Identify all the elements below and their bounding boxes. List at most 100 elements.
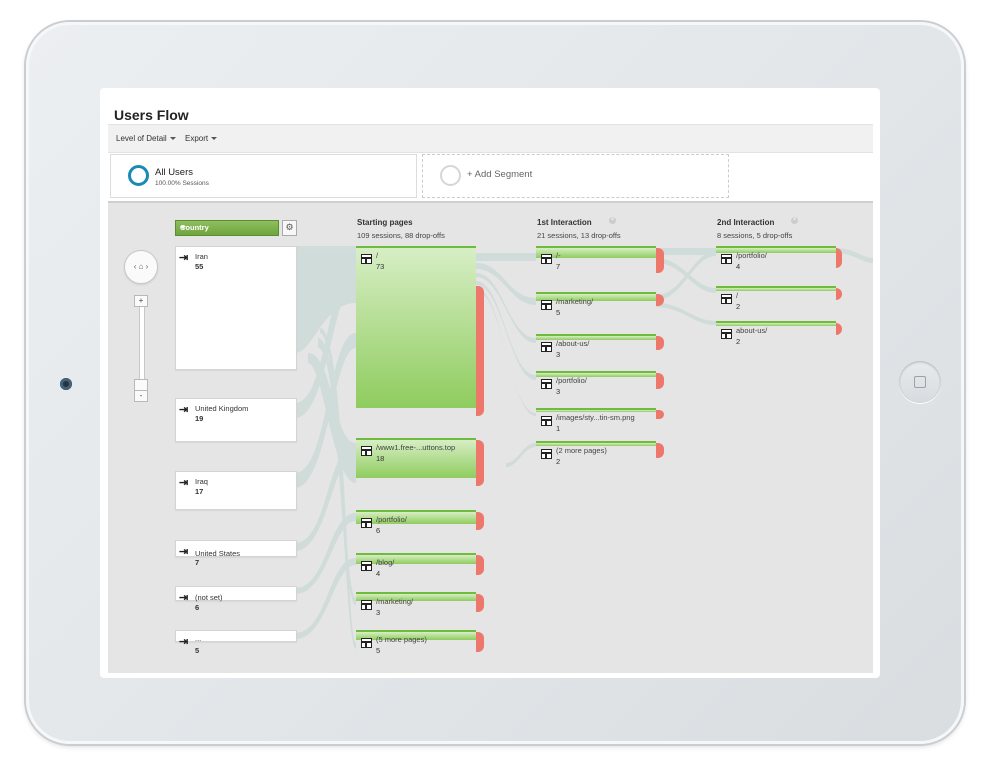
node-value: 73 xyxy=(376,262,385,271)
country-node[interactable]: ⇥ Iran 55 xyxy=(175,246,297,370)
node-label: /portfolio/ xyxy=(556,376,587,385)
segment-ring-icon xyxy=(128,165,149,186)
node-value: 1 xyxy=(556,424,561,433)
flow-link xyxy=(295,558,356,639)
node-label: / xyxy=(736,291,739,300)
node-value: 3 xyxy=(376,608,381,617)
zoom-slider-track[interactable] xyxy=(139,299,145,391)
flow-link xyxy=(506,443,536,467)
country-value: 6 xyxy=(195,603,200,612)
dimension-select-label: Country xyxy=(180,223,209,232)
page-icon xyxy=(361,446,372,456)
page-title: Users Flow xyxy=(114,107,189,123)
users-flow-canvas[interactable]: ‹ ⌂ › + - Country ⚙ Starting pages 109 s… xyxy=(108,201,873,673)
flow-link xyxy=(295,263,356,418)
flow-link xyxy=(656,251,716,300)
drop-off-bar xyxy=(476,594,484,612)
zoom-out-button[interactable]: - xyxy=(134,390,148,402)
close-icon[interactable]: × xyxy=(791,217,798,224)
camera-icon xyxy=(60,378,72,390)
entry-arrow-icon: ⇥ xyxy=(179,636,189,648)
page-icon xyxy=(361,254,372,264)
flow-link xyxy=(476,263,536,305)
flow-link xyxy=(476,253,536,261)
dimension-select[interactable]: Country xyxy=(175,220,279,236)
node-label: / xyxy=(376,251,379,260)
pan-home-control[interactable]: ‹ ⌂ › xyxy=(124,250,158,284)
country-node[interactable]: ⇥ ... 5 xyxy=(175,630,297,655)
flow-link xyxy=(656,248,716,255)
node-value: 6 xyxy=(376,526,381,535)
node-value: 2 xyxy=(736,337,741,346)
page-icon xyxy=(541,416,552,426)
country-node[interactable]: ⇥ (not set) 6 xyxy=(175,586,297,612)
drop-off-bar xyxy=(836,248,842,268)
node-label: (2 more pages) xyxy=(556,446,607,455)
country-value: 55 xyxy=(195,262,204,271)
node-value: 7 xyxy=(556,262,561,271)
node-label: /marketing/ xyxy=(376,597,414,606)
node-value: 3 xyxy=(556,350,561,359)
entry-arrow-icon: ⇥ xyxy=(179,592,189,604)
flow-link xyxy=(320,328,356,649)
page-icon xyxy=(541,379,552,389)
flow-link xyxy=(476,281,536,380)
segment-all-users[interactable]: All Users 100.00% Sessions xyxy=(110,154,417,198)
entry-arrow-icon: ⇥ xyxy=(179,477,189,489)
country-node[interactable]: ⇥ United States 7 xyxy=(175,540,297,567)
country-value: 17 xyxy=(195,487,204,496)
entry-arrow-icon: ⇥ xyxy=(179,546,189,558)
chevron-down-icon xyxy=(211,137,218,141)
node-label: /portfolio/ xyxy=(736,251,767,260)
close-icon[interactable]: × xyxy=(609,217,616,224)
export-dropdown[interactable]: Export xyxy=(185,134,218,143)
drop-off-bar xyxy=(656,443,664,458)
segment-sessions: 100.00% Sessions xyxy=(155,180,209,187)
first-interaction-summary: 21 sessions, 13 drop-offs xyxy=(537,231,621,240)
node-value: 4 xyxy=(736,262,741,271)
second-interaction-summary: 8 sessions, 5 drop-offs xyxy=(717,231,793,240)
segment-name: All Users xyxy=(155,167,194,178)
country-node[interactable]: ⇥ United Kingdom 19 xyxy=(175,398,297,442)
screen: Users Flow Level of Detail Export All Us… xyxy=(100,88,880,678)
flow-link xyxy=(476,273,536,343)
drop-off-bar xyxy=(836,288,842,300)
node-label: /images/sty...tin-sm.png xyxy=(556,413,635,422)
starting-pages-title: Starting pages xyxy=(357,218,413,227)
drop-off-bar xyxy=(656,373,664,389)
flow-link xyxy=(295,513,356,594)
level-of-detail-dropdown[interactable]: Level of Detail xyxy=(116,134,176,143)
node-value: 5 xyxy=(376,646,381,655)
country-node[interactable]: ⇥ Iraq 17 xyxy=(175,471,297,510)
page-icon xyxy=(721,329,732,339)
segment-ring-icon xyxy=(440,165,461,186)
home-button[interactable] xyxy=(899,361,941,403)
node-label: /about-us/ xyxy=(556,339,590,348)
drop-off-bar xyxy=(476,440,484,486)
drop-off-bar xyxy=(836,323,842,335)
node-value: 18 xyxy=(376,454,385,463)
chevron-down-icon xyxy=(169,137,176,141)
add-segment-button[interactable]: + Add Segment xyxy=(422,154,729,198)
toolbar: Level of Detail Export xyxy=(108,124,873,153)
country-value: 19 xyxy=(195,414,204,423)
node-value: 3 xyxy=(556,387,561,396)
country-value: 7 xyxy=(195,558,200,567)
node-label: (5 more pages) xyxy=(376,635,427,644)
country-label: ... xyxy=(195,634,202,643)
country-label: Iraq xyxy=(195,477,208,486)
page-icon xyxy=(541,254,552,264)
drop-off-bar xyxy=(476,286,484,416)
gear-icon[interactable]: ⚙ xyxy=(282,220,297,236)
drop-off-bar xyxy=(476,632,484,652)
add-segment-label: + Add Segment xyxy=(467,169,533,180)
node-value: 4 xyxy=(376,569,381,578)
page-icon xyxy=(361,518,372,528)
drop-off-bar xyxy=(656,336,664,350)
zoom-in-button[interactable]: + xyxy=(134,295,148,307)
first-interaction-title: 1st Interaction xyxy=(537,218,592,227)
country-value: 5 xyxy=(195,646,200,655)
page-icon xyxy=(541,300,552,310)
starting-pages-summary: 109 sessions, 88 drop-offs xyxy=(357,231,445,240)
node-label: /portfolio/ xyxy=(376,515,407,524)
